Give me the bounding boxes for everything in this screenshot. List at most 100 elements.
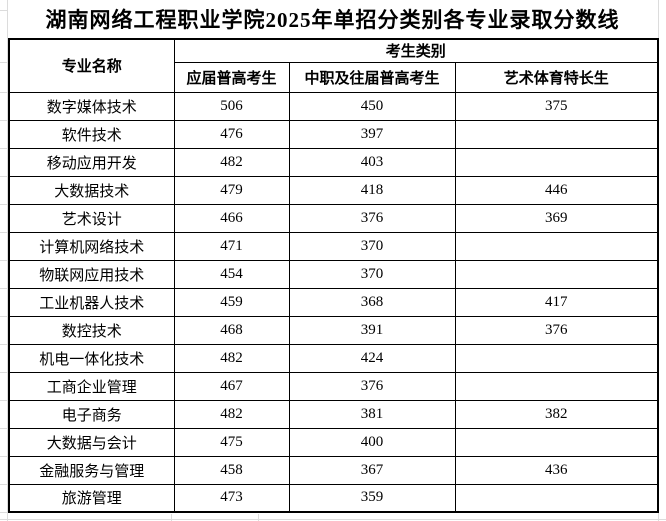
table-row: 软件技术 476 397 xyxy=(8,119,659,149)
table-row: 艺术设计 466 376 369 xyxy=(8,203,659,233)
major-name-cell: 软件技术 xyxy=(8,119,175,149)
major-name-cell: 工商企业管理 xyxy=(8,371,175,401)
excel-gridline-tick xyxy=(0,232,7,233)
score-cell: 467 xyxy=(173,371,290,401)
score-cell: 476 xyxy=(173,119,290,149)
table-row: 物联网应用技术 454 370 xyxy=(8,259,659,289)
score-cell: 400 xyxy=(288,427,456,457)
score-cell: 475 xyxy=(173,427,290,457)
header-vocational-former: 中职及往届普高考生 xyxy=(288,61,456,93)
score-cell: 418 xyxy=(288,175,456,205)
table-body: 数字媒体技术 506 450 375 软件技术 476 397 移动应用开发 482 403 大数据… xyxy=(8,91,659,513)
excel-gridline-tick xyxy=(0,484,7,485)
score-cell: 370 xyxy=(288,259,456,289)
table-row: 大数据技术 479 418 446 xyxy=(8,175,659,205)
score-cell: 466 xyxy=(173,203,290,233)
major-name-cell: 大数据技术 xyxy=(8,175,175,205)
score-cell: 376 xyxy=(288,371,456,401)
score-cell: 381 xyxy=(288,399,456,429)
table-row: 数控技术 468 391 376 xyxy=(8,315,659,345)
excel-gridline-tick xyxy=(0,512,7,513)
score-cell: 369 xyxy=(454,203,659,233)
header-candidate-category: 考生类别 xyxy=(173,38,659,63)
score-cell: 417 xyxy=(454,287,659,317)
score-cell xyxy=(454,371,659,401)
table-row: 大数据与会计 475 400 xyxy=(8,427,659,457)
score-cell: 459 xyxy=(173,287,290,317)
table-row: 旅游管理 473 359 xyxy=(8,483,659,513)
excel-gridline-tick xyxy=(0,92,7,93)
score-cell: 458 xyxy=(173,455,290,485)
table-row: 工业机器人技术 459 368 417 xyxy=(8,287,659,317)
score-cell: 479 xyxy=(173,175,290,205)
table-row: 计算机网络技术 471 370 xyxy=(8,231,659,261)
score-cell: 376 xyxy=(288,203,456,233)
header-art-sports: 艺术体育特长生 xyxy=(454,61,659,93)
major-name-cell: 数控技术 xyxy=(8,315,175,345)
score-cell: 454 xyxy=(173,259,290,289)
score-cell: 482 xyxy=(173,343,290,373)
major-name-cell: 数字媒体技术 xyxy=(8,91,175,121)
score-cell xyxy=(454,147,659,177)
score-cell: 359 xyxy=(288,483,456,513)
score-cell xyxy=(454,343,659,373)
excel-gridline-tick xyxy=(0,148,7,149)
score-cell xyxy=(454,427,659,457)
score-cell: 436 xyxy=(454,455,659,485)
table-row: 数字媒体技术 506 450 375 xyxy=(8,91,659,121)
excel-gridline-tick xyxy=(0,316,7,317)
score-cell: 368 xyxy=(288,287,456,317)
major-name-cell: 移动应用开发 xyxy=(8,147,175,177)
major-name-cell: 大数据与会计 xyxy=(8,427,175,457)
major-name-cell: 金融服务与管理 xyxy=(8,455,175,485)
score-cell: 382 xyxy=(454,399,659,429)
major-name-cell: 艺术设计 xyxy=(8,203,175,233)
score-cell: 367 xyxy=(288,455,456,485)
score-table: 专业名称 考生类别 应届普高考生 中职及往届普高考生 艺术体育特长生 数字媒体技… xyxy=(8,38,660,513)
major-name-cell: 旅游管理 xyxy=(8,483,175,513)
score-cell: 471 xyxy=(173,231,290,261)
excel-gridline-tick xyxy=(0,260,7,261)
score-cell: 424 xyxy=(288,343,456,373)
excel-gridline-vertical-left xyxy=(7,0,8,521)
header-regular-gaokao: 应届普高考生 xyxy=(173,61,290,93)
excel-gridline-tick xyxy=(258,514,259,521)
excel-gridline-tick xyxy=(0,288,7,289)
score-cell xyxy=(454,259,659,289)
header-major-name: 专业名称 xyxy=(8,38,175,93)
major-name-cell: 物联网应用技术 xyxy=(8,259,175,289)
excel-gridline-tick xyxy=(0,344,7,345)
table-title: 湖南网络工程职业学院2025年单招分类别各专业录取分数线 xyxy=(45,7,620,32)
score-cell xyxy=(454,119,659,149)
score-cell: 473 xyxy=(173,483,290,513)
excel-gridline-tick xyxy=(0,120,7,121)
score-cell: 391 xyxy=(288,315,456,345)
score-cell: 403 xyxy=(288,147,456,177)
score-cell: 446 xyxy=(454,175,659,205)
score-cell: 370 xyxy=(288,231,456,261)
header-group-row: 专业名称 考生类别 xyxy=(8,38,659,93)
table-row: 机电一体化技术 482 424 xyxy=(8,343,659,373)
score-cell xyxy=(454,231,659,261)
score-cell: 506 xyxy=(173,91,290,121)
table-row: 金融服务与管理 458 367 436 xyxy=(8,455,659,485)
score-cell: 482 xyxy=(173,399,290,429)
excel-gridline-tick xyxy=(0,62,7,63)
score-cell: 376 xyxy=(454,315,659,345)
excel-gridline-tick xyxy=(0,10,7,11)
score-cell: 450 xyxy=(288,91,456,121)
score-cell: 397 xyxy=(288,119,456,149)
score-cell: 375 xyxy=(454,91,659,121)
major-name-cell: 工业机器人技术 xyxy=(8,287,175,317)
excel-gridline-tick xyxy=(171,514,172,521)
score-cell: 482 xyxy=(173,147,290,177)
excel-gridline-horizontal-bottom xyxy=(0,519,666,520)
table-row: 工商企业管理 467 376 xyxy=(8,371,659,401)
score-cell xyxy=(454,483,659,513)
excel-gridline-tick xyxy=(0,456,7,457)
table-header: 专业名称 考生类别 应届普高考生 中职及往届普高考生 艺术体育特长生 xyxy=(8,38,659,93)
excel-gridline-tick xyxy=(0,400,7,401)
table-row: 电子商务 482 381 382 xyxy=(8,399,659,429)
excel-gridline-tick xyxy=(0,428,7,429)
